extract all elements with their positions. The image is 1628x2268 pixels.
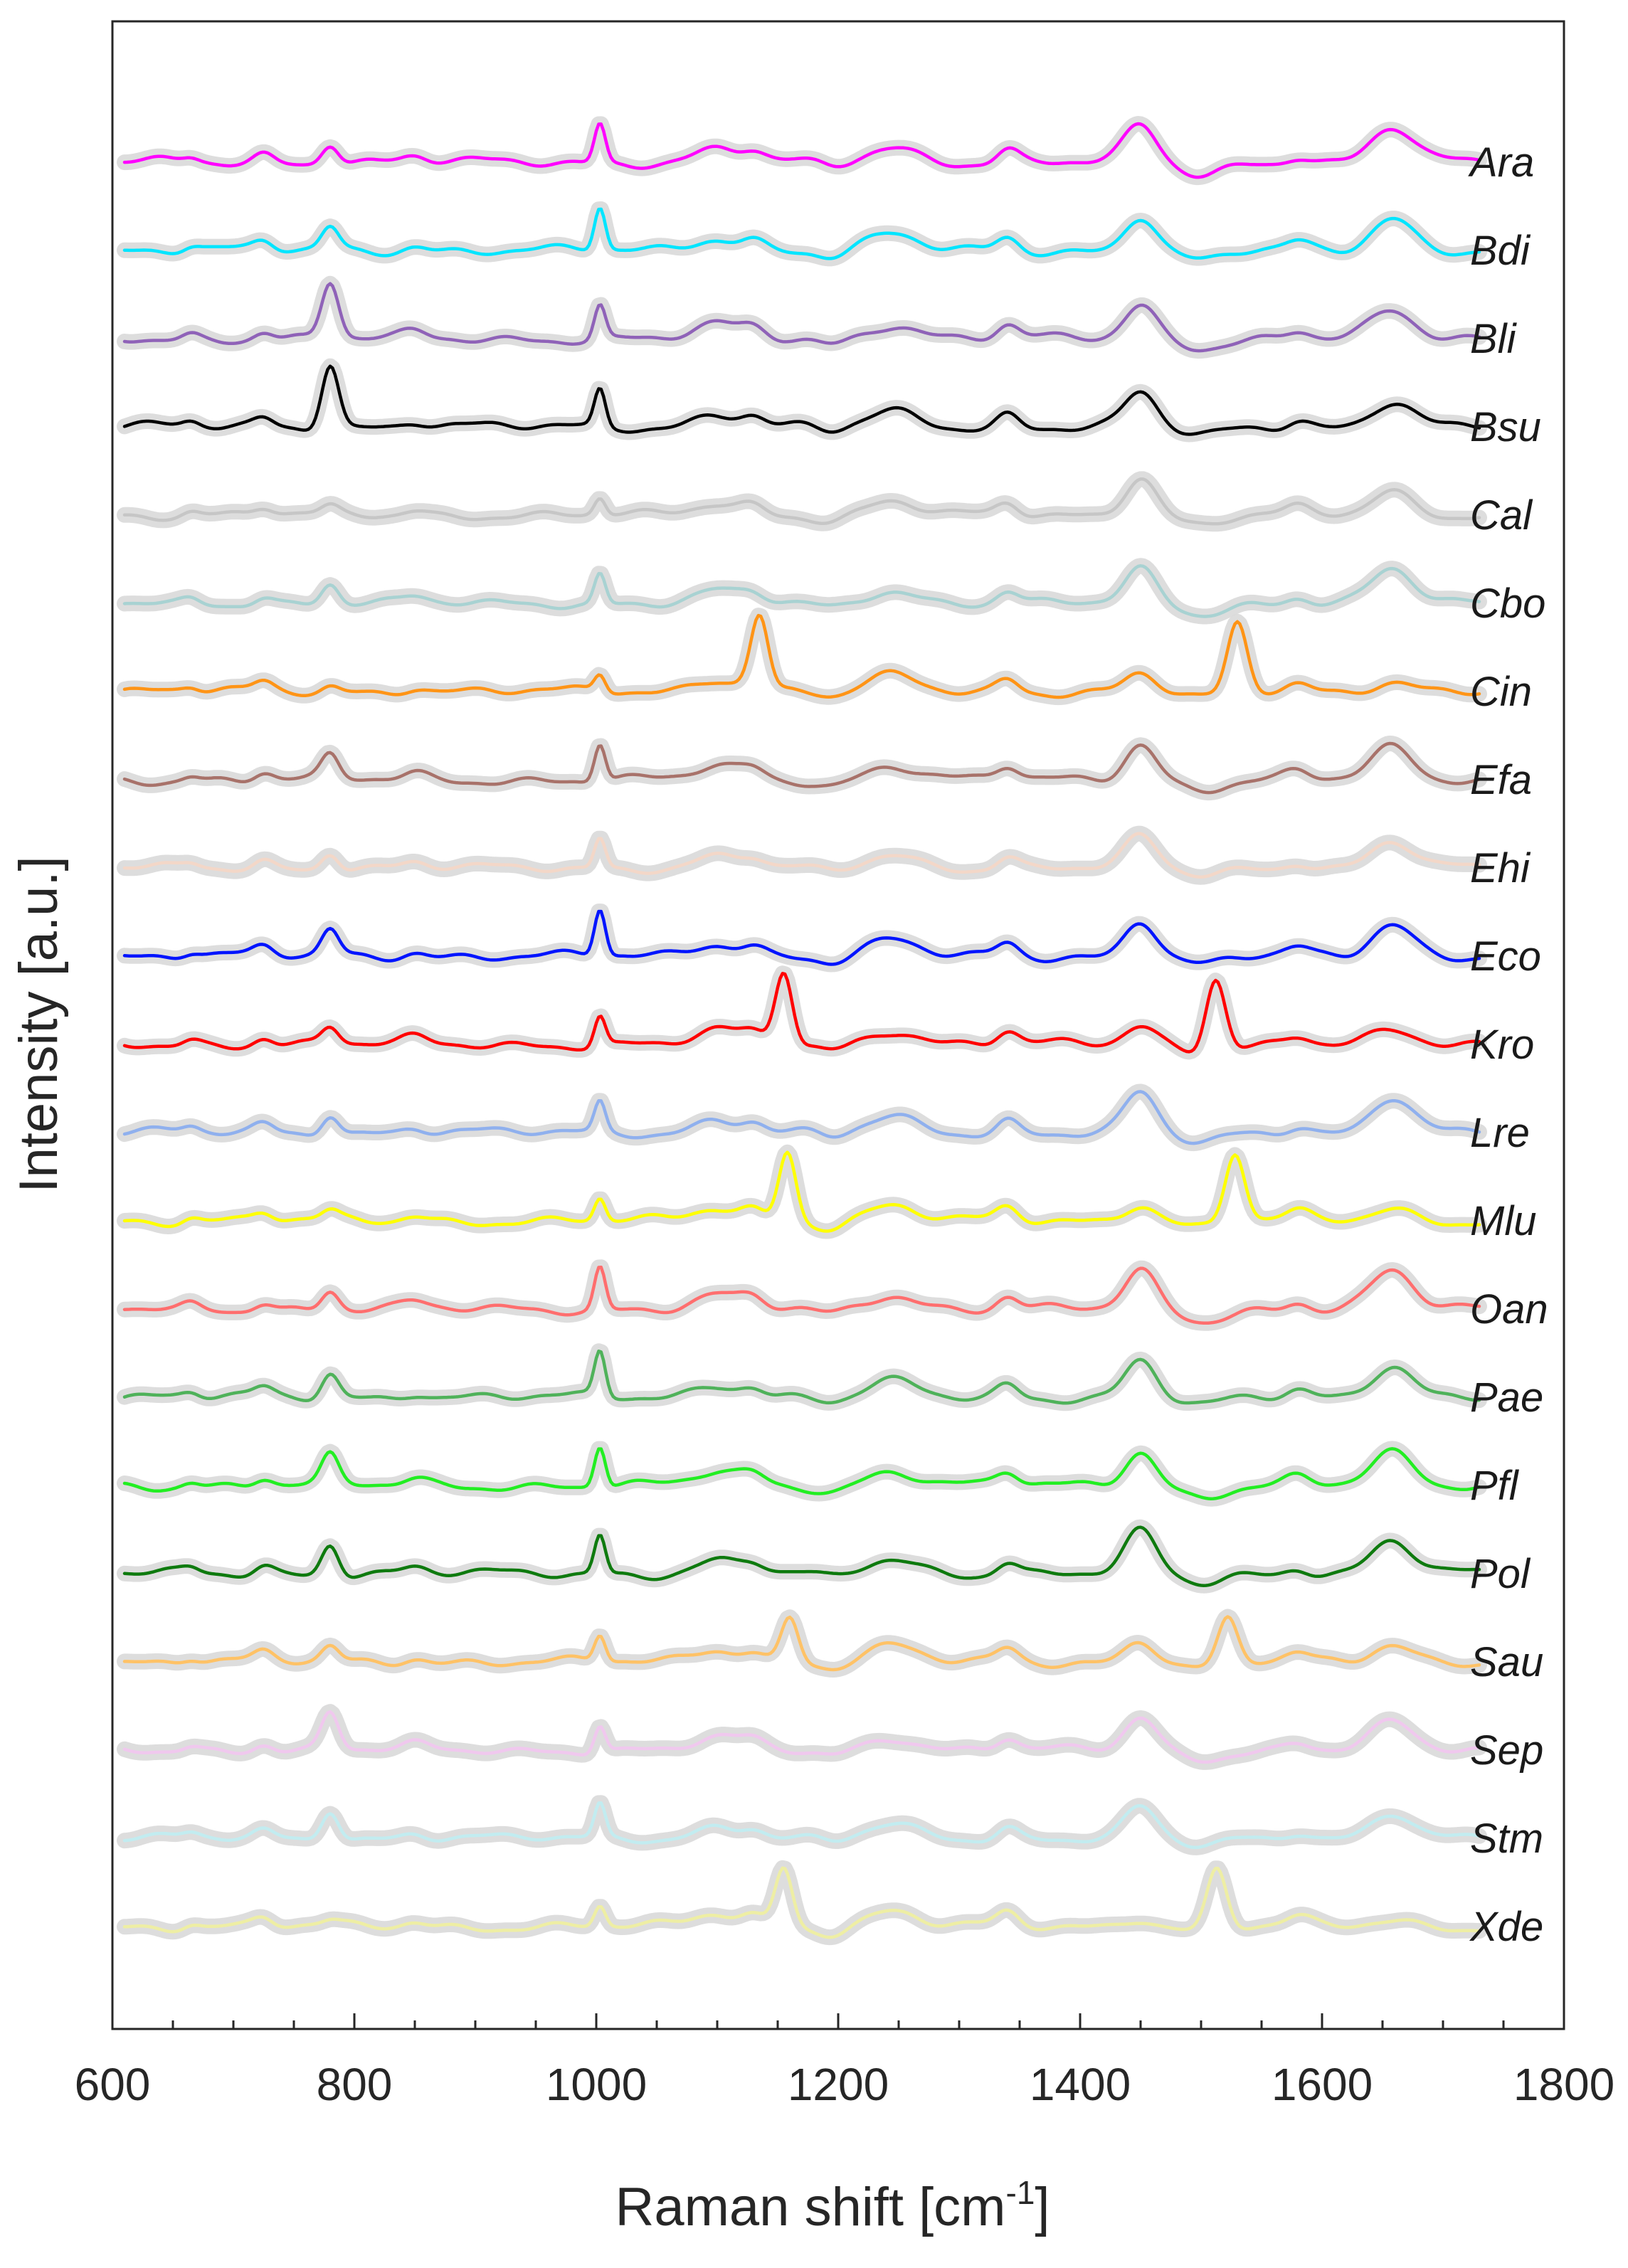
x-tick-label-1600: 1600	[1272, 2059, 1373, 2110]
x-axis-title-main: Raman shift [cm	[615, 2177, 1005, 2237]
series-line-sau	[122, 1615, 1481, 1672]
series-label-kro: Kro	[1470, 1022, 1534, 1068]
variance-band-cbo	[117, 558, 1487, 625]
series-line-xde	[122, 1866, 1481, 1939]
series-label-cin: Cin	[1470, 669, 1532, 715]
series-line-ehi	[122, 832, 1481, 879]
series-line-bli	[122, 282, 1481, 353]
y-axis-title: Intensity [a.u.]	[9, 856, 69, 1192]
series-line-pfl	[122, 1447, 1481, 1500]
series-label-stm: Stm	[1470, 1816, 1543, 1862]
series-label-lre: Lre	[1470, 1110, 1530, 1156]
series-line-eco	[122, 909, 1481, 966]
variance-band-xde	[117, 1860, 1487, 1946]
series-label-bsu: Bsu	[1470, 404, 1541, 450]
x-axis-title-suffix: ]	[1035, 2177, 1050, 2237]
series-line-cbo	[122, 564, 1481, 618]
x-tick-label-1000: 1000	[546, 2059, 647, 2110]
x-tick-label-1400: 1400	[1030, 2059, 1131, 2110]
variance-band-bdi	[117, 201, 1487, 267]
variance-band-cal	[117, 471, 1487, 532]
variance-band-bsu	[117, 358, 1487, 443]
series-label-bdi: Bdi	[1470, 228, 1531, 274]
series-label-mlu: Mlu	[1470, 1198, 1536, 1244]
series-line-stm	[122, 1801, 1481, 1850]
x-tick-label-1800: 1800	[1513, 2059, 1614, 2110]
series-label-efa: Efa	[1470, 757, 1532, 803]
variance-band-oan	[117, 1259, 1487, 1331]
x-tick-label-1200: 1200	[788, 2059, 889, 2110]
series-label-cbo: Cbo	[1470, 581, 1545, 627]
series-line-cin	[122, 613, 1481, 699]
series-label-pae: Pae	[1470, 1374, 1543, 1421]
series-line-mlu	[122, 1150, 1481, 1233]
series-label-sep: Sep	[1470, 1727, 1543, 1774]
series-label-sau: Sau	[1470, 1639, 1543, 1685]
series-line-cal	[122, 477, 1481, 526]
series-line-pae	[122, 1349, 1481, 1405]
variance-band-pol	[117, 1519, 1487, 1594]
variance-band-ara	[117, 116, 1487, 186]
x-axis-title: Raman shift [cm-1]	[615, 2174, 1050, 2237]
series-line-kro	[122, 972, 1481, 1054]
variance-band-stm	[117, 1795, 1487, 1855]
series-label-bli: Bli	[1470, 316, 1518, 362]
variance-band-eco	[117, 904, 1487, 973]
series-label-pol: Pol	[1470, 1551, 1531, 1597]
series-line-sep	[122, 1710, 1481, 1764]
variance-band-mlu	[117, 1144, 1487, 1239]
series-label-xde: Xde	[1469, 1904, 1543, 1950]
series-label-eco: Eco	[1470, 933, 1541, 980]
series-label-ehi: Ehi	[1470, 845, 1531, 891]
x-axis-ticks: 600 800 1000 1200 1400 1600 1800	[75, 2013, 1614, 2110]
series-label-oan: Oan	[1470, 1286, 1548, 1332]
series-line-efa	[122, 741, 1481, 795]
x-tick-label-600: 600	[75, 2059, 151, 2110]
series-line-oan	[122, 1266, 1481, 1325]
series-labels: Ara Bdi Bli Bsu Cal Cbo Cin Efa Ehi Eco Kro Lre Mlu O…	[1468, 139, 1548, 1950]
x-axis-title-superscript: -1	[1006, 2174, 1035, 2211]
series-line-ara	[122, 122, 1481, 179]
series-line-lre	[122, 1090, 1481, 1145]
mean-traces	[122, 122, 1481, 1939]
series-line-bdi	[122, 207, 1481, 260]
series-label-cal: Cal	[1470, 492, 1533, 539]
series-label-ara: Ara	[1468, 139, 1534, 186]
variance-bands	[117, 116, 1487, 1946]
series-line-bsu	[122, 364, 1481, 436]
x-tick-label-800: 800	[317, 2059, 393, 2110]
series-line-pol	[122, 1525, 1481, 1587]
series-label-pfl: Pfl	[1470, 1463, 1520, 1509]
